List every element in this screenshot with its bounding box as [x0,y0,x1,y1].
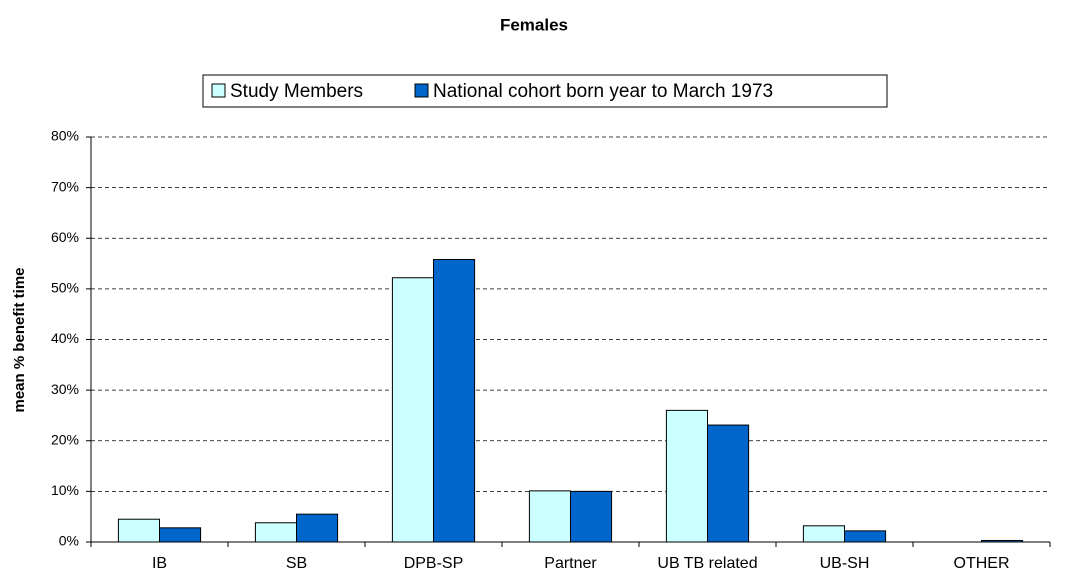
x-tick-label: UB-SH [820,555,870,572]
bar [981,539,1024,543]
bar [391,277,434,543]
bar [844,530,887,543]
y-tick-label: 0% [59,533,79,549]
bar [570,490,613,543]
y-tick-label: 80% [51,128,79,144]
bar [528,490,572,543]
bar [254,522,297,543]
bar [433,259,476,543]
bar [159,527,202,543]
bar [707,424,750,543]
bar [117,518,160,543]
bar [665,409,709,543]
y-tick-label: 20% [51,431,79,447]
bar [802,525,846,543]
bar [296,513,339,543]
x-tick-label: IB [152,555,167,572]
y-tick-label: 60% [51,229,79,245]
y-tick-label: 50% [51,280,79,296]
legend-swatch [414,83,429,98]
y-axis-label: mean % benefit time [11,267,28,412]
x-tick-label: SB [286,555,307,572]
x-tick-label: OTHER [954,555,1010,572]
legend-label: Study Members [230,81,363,102]
x-tick-label: UB TB related [657,555,757,572]
legend-label: National cohort born year to March 1973 [433,81,773,102]
y-tick-label: 10% [51,482,79,498]
legend-box [202,74,888,108]
x-tick-label: DPB-SP [404,555,464,572]
y-tick-label: 40% [51,330,79,346]
y-tick-label: 30% [51,381,79,397]
y-tick-label: 70% [51,178,79,194]
x-tick-label: Partner [544,555,597,572]
legend-swatch [211,83,226,98]
chart-title: Females [500,15,568,34]
